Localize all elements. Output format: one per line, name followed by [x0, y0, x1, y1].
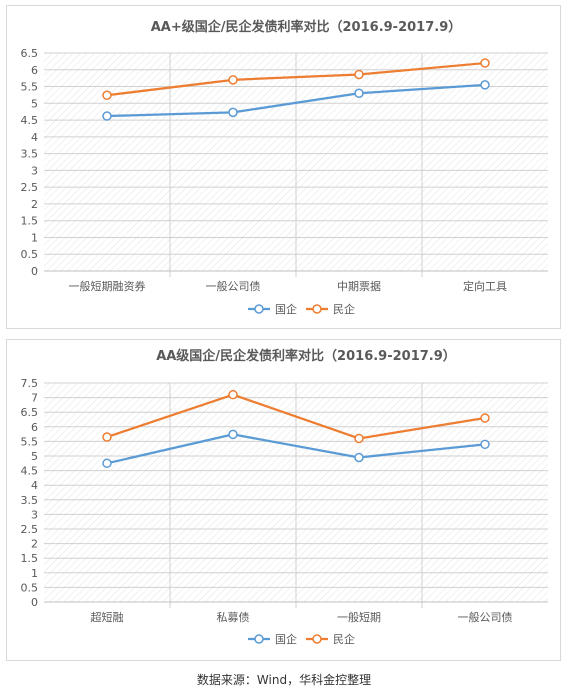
y-tick-label: 0.5: [21, 581, 39, 594]
data-point: [354, 69, 364, 80]
chart-panel-2: AA级国企/民企发债利率对比（2016.9-2017.9） 0 0.5 1 1.5 2 2.…: [6, 339, 561, 661]
y-tick-label: 4.5: [21, 114, 39, 127]
legend-label: 民企: [333, 302, 355, 316]
y-tick-label: 2: [31, 538, 38, 551]
y-tick-label: 3.5: [21, 494, 39, 507]
legend-label: 国企: [275, 302, 297, 316]
data-point: [228, 75, 238, 85]
y-tick-label: 3.5: [21, 148, 39, 161]
y-tick-label: 5: [31, 450, 38, 463]
series-line: [106, 393, 486, 440]
data-point: [480, 439, 490, 450]
data-point: [228, 429, 238, 440]
y-tick-label: 4: [31, 479, 38, 492]
y-tick-label: 6.5: [21, 47, 39, 60]
y-tick-label: 0: [31, 265, 38, 278]
x-tick-label: 超短融: [91, 610, 124, 624]
x-tick-label: 定向工具: [463, 279, 507, 293]
y-tick-label: 6: [31, 64, 38, 77]
data-point: [102, 111, 112, 121]
y-tick-label: 3: [31, 164, 38, 177]
legend-marker: [312, 304, 322, 314]
series-line: [106, 433, 486, 465]
chart-title: AA+级国企/民企发债利率对比（2016.9-2017.9）: [151, 19, 462, 35]
x-tick-label: 私募债: [217, 610, 250, 624]
y-tick-label: 1.5: [21, 552, 39, 565]
x-tick-label: 一般公司债: [458, 610, 513, 624]
data-point: [354, 452, 364, 463]
data-point: [228, 389, 238, 400]
series-line: [106, 83, 486, 118]
y-tick-label: 6: [31, 421, 38, 434]
y-tick-label: 2.5: [21, 181, 39, 194]
data-point: [480, 58, 490, 68]
chart-2: AA级国企/民企发债利率对比（2016.9-2017.9） 0 0.51 1.52 2.…: [21, 348, 548, 646]
y-tick-label: 2.5: [21, 523, 39, 536]
y-tick-label: 7: [31, 392, 38, 405]
x-tick-label: 一般短期: [337, 610, 381, 624]
legend-marker: [312, 634, 322, 644]
y-tick-label: 1: [31, 567, 38, 580]
x-tick-label: 一般公司债: [206, 279, 261, 293]
legend-marker: [254, 304, 264, 314]
y-tick-label: 2: [31, 198, 38, 211]
chart-panel-1: AA+级国企/民企发债利率对比（2016.9-2017.9） 0 0.5 1 1.5 2 2…: [6, 5, 561, 329]
chart-1: AA+级国企/民企发债利率对比（2016.9-2017.9） 0 0.5 1 1.5 2 2…: [21, 19, 548, 316]
y-tick-label: 4.5: [21, 465, 39, 478]
data-point: [102, 458, 112, 469]
data-point: [480, 413, 490, 423]
y-tick-label: 0.5: [21, 248, 39, 261]
legend-marker: [254, 634, 264, 644]
y-tick-label: 5: [31, 97, 38, 110]
legend-label: 民企: [333, 632, 355, 646]
data-point: [228, 107, 238, 118]
data-point: [102, 432, 112, 442]
y-tick-label: 7.5: [21, 377, 39, 390]
data-point: [354, 433, 364, 444]
y-tick-label: 5.5: [21, 435, 39, 448]
series-line: [106, 61, 486, 97]
chart-title: AA级国企/民企发债利率对比（2016.9-2017.9）: [156, 348, 456, 364]
x-tick-label: 中期票据: [337, 279, 381, 293]
y-tick-label: 4: [31, 131, 38, 144]
y-tick-label: 1.5: [21, 215, 39, 228]
data-point: [102, 90, 112, 101]
y-tick-label: 0: [31, 596, 38, 609]
y-tick-label: 6.5: [21, 406, 39, 419]
x-tick-label: 一般短期融资券: [69, 279, 146, 293]
data-point: [354, 88, 364, 98]
y-tick-label: 1: [31, 231, 38, 244]
y-tick-label: 5.5: [21, 81, 39, 94]
data-point: [480, 80, 490, 90]
source-note: 数据来源：Wind，华科金控整理: [196, 673, 372, 687]
y-tick-label: 3: [31, 508, 38, 521]
legend-label: 国企: [275, 632, 297, 646]
